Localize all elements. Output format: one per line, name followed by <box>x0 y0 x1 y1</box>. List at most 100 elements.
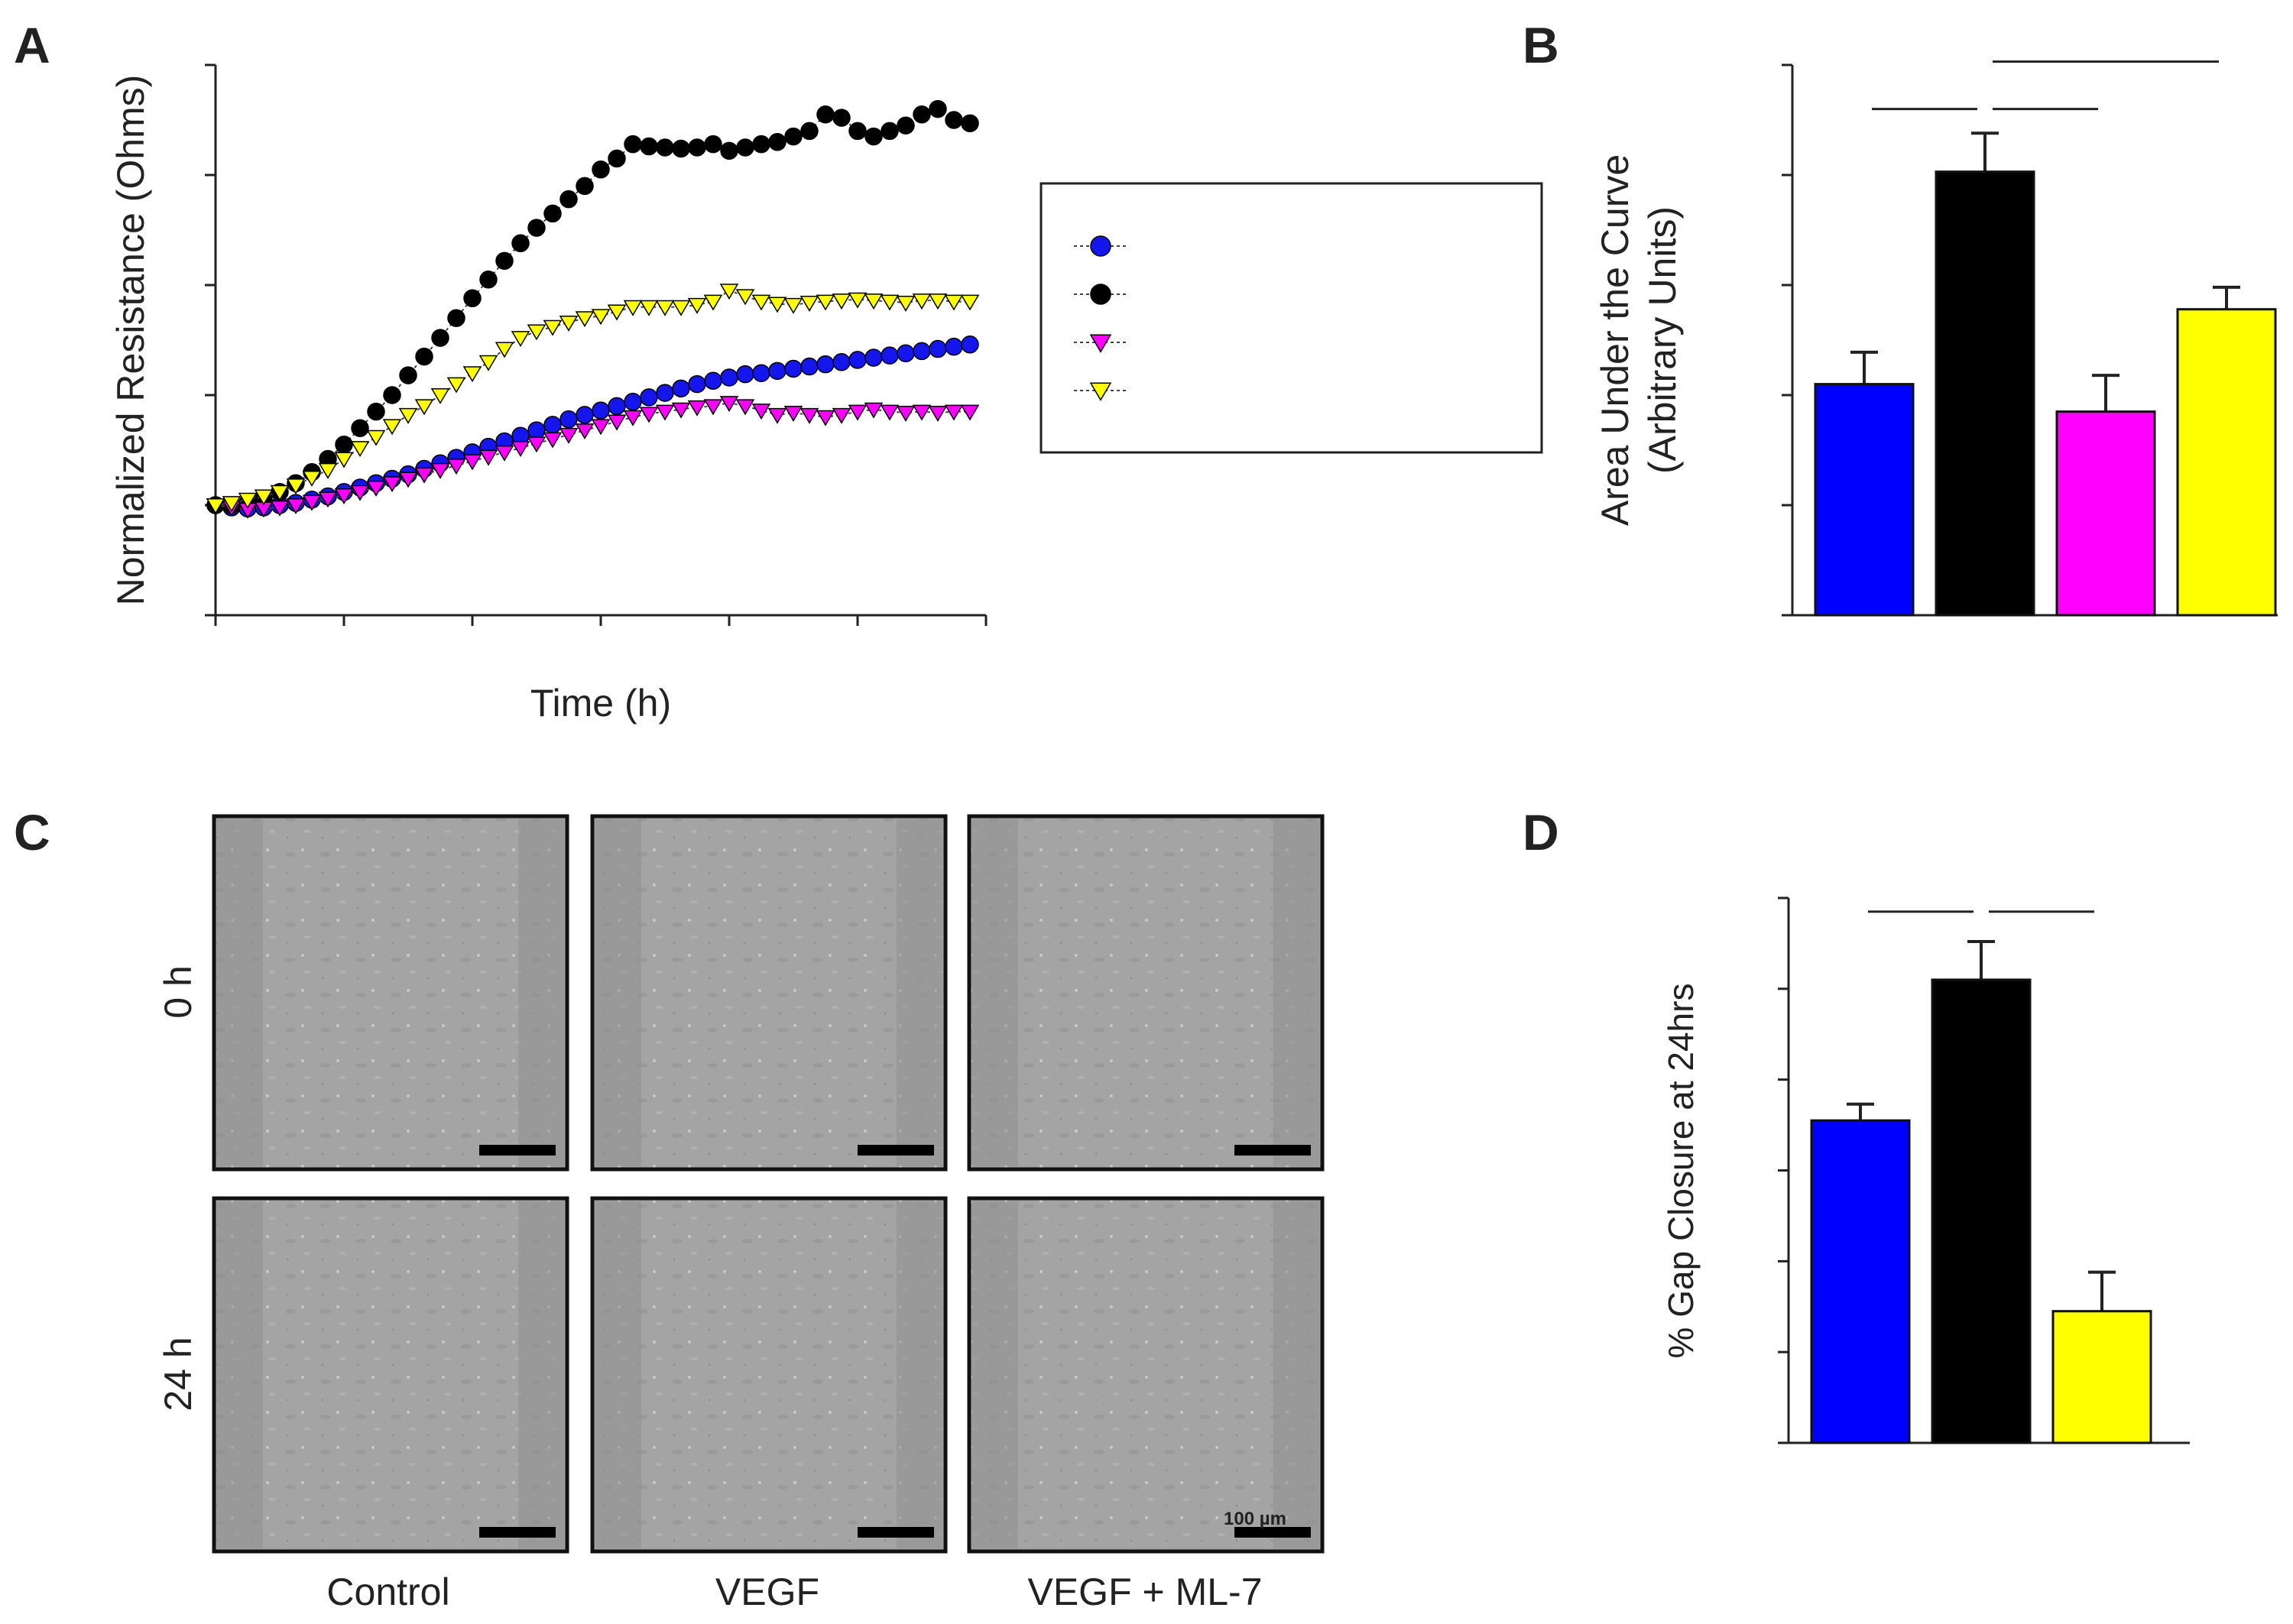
data-point <box>655 300 675 316</box>
x-axis-ticks <box>214 615 988 626</box>
data-point <box>527 324 546 341</box>
data-point <box>767 297 787 313</box>
series-line <box>215 343 971 510</box>
data-point <box>415 347 433 366</box>
data-point <box>302 471 322 487</box>
series-control <box>206 335 979 518</box>
data-point <box>591 419 611 436</box>
data-point <box>527 421 546 439</box>
cell-edge-right <box>897 819 942 1166</box>
data-point <box>864 402 884 419</box>
data-point <box>720 141 738 160</box>
data-point <box>640 388 658 407</box>
data-point <box>576 406 594 424</box>
data-point <box>880 294 900 311</box>
data-point <box>463 289 482 308</box>
data-point <box>960 294 980 311</box>
scale-bar <box>479 1527 556 1538</box>
data-point <box>720 368 738 387</box>
data-point <box>672 379 690 398</box>
legend-marker <box>1090 284 1111 305</box>
cell-edge-left <box>217 819 263 1166</box>
data-point <box>655 404 675 421</box>
data-point <box>559 427 579 444</box>
data-point <box>511 331 530 348</box>
data-point <box>783 297 803 314</box>
bars <box>1810 940 2152 1444</box>
data-point <box>624 392 642 411</box>
data-point <box>206 498 225 514</box>
micrograph-image <box>590 1196 948 1554</box>
bar-chart-d: % Gap Closure at 24hrs <box>1661 896 2190 1444</box>
data-point <box>816 410 835 426</box>
row-label-24h: 24 h <box>157 1337 199 1411</box>
microscopy-panel: 0 h 24 h Control VEGF VEGF + ML-7 100 µm <box>157 814 1325 1613</box>
data-point <box>576 177 594 196</box>
data-point <box>767 407 787 424</box>
data-point <box>929 99 947 118</box>
cell-edge-right <box>518 1201 564 1548</box>
data-point <box>608 397 626 416</box>
data-point <box>751 404 771 420</box>
data-point <box>945 111 963 129</box>
data-point <box>816 355 835 374</box>
data-point <box>543 432 563 449</box>
series-vegf <box>206 99 979 514</box>
data-point <box>768 133 786 151</box>
data-point <box>881 122 899 141</box>
micrograph-image <box>212 1196 569 1554</box>
significance-annotations <box>1872 60 2219 111</box>
data-point <box>703 294 723 311</box>
data-point <box>800 357 819 376</box>
data-point <box>559 410 578 429</box>
panel-label-b: B <box>1523 17 1559 73</box>
micrograph-image <box>590 814 948 1172</box>
data-point <box>302 494 322 511</box>
bar <box>1935 170 2035 617</box>
data-point <box>382 476 402 493</box>
legend-marker <box>1090 235 1111 257</box>
data-point <box>608 149 626 168</box>
data-point <box>575 311 595 328</box>
data-point <box>928 293 948 310</box>
data-point <box>592 401 610 420</box>
data-point <box>848 292 868 309</box>
data-point <box>398 407 418 424</box>
data-point <box>398 472 418 488</box>
y-axis-ticks <box>205 63 216 617</box>
data-point <box>591 309 611 326</box>
data-point <box>880 404 900 421</box>
data-point <box>768 361 786 381</box>
data-point <box>383 386 401 404</box>
data-point <box>559 190 578 209</box>
data-point <box>350 485 370 501</box>
data-point <box>624 135 642 154</box>
data-point <box>656 384 674 402</box>
data-point <box>527 219 546 237</box>
data-point <box>495 342 514 358</box>
data-point <box>286 498 306 514</box>
data-point <box>752 135 770 154</box>
data-point <box>286 478 306 495</box>
data-point <box>431 329 449 347</box>
cell-edge-left <box>217 1201 263 1548</box>
data-point <box>688 374 706 394</box>
data-point <box>735 399 755 416</box>
y-axis-title-line1: Area Under the Curve <box>1594 154 1636 526</box>
micrograph-control-0h <box>212 814 569 1172</box>
legend-box <box>1039 182 1543 454</box>
data-point <box>752 364 770 382</box>
data-point <box>736 365 754 384</box>
data-point <box>414 467 434 484</box>
data-point <box>367 402 385 421</box>
data-point <box>270 485 290 501</box>
data-point <box>607 304 627 321</box>
data-point <box>800 122 819 141</box>
data-point <box>511 441 530 458</box>
bar <box>2055 410 2156 617</box>
data-point <box>254 489 274 506</box>
data-point <box>897 116 915 135</box>
cell-edge-left <box>595 1201 641 1548</box>
data-point <box>719 284 739 300</box>
